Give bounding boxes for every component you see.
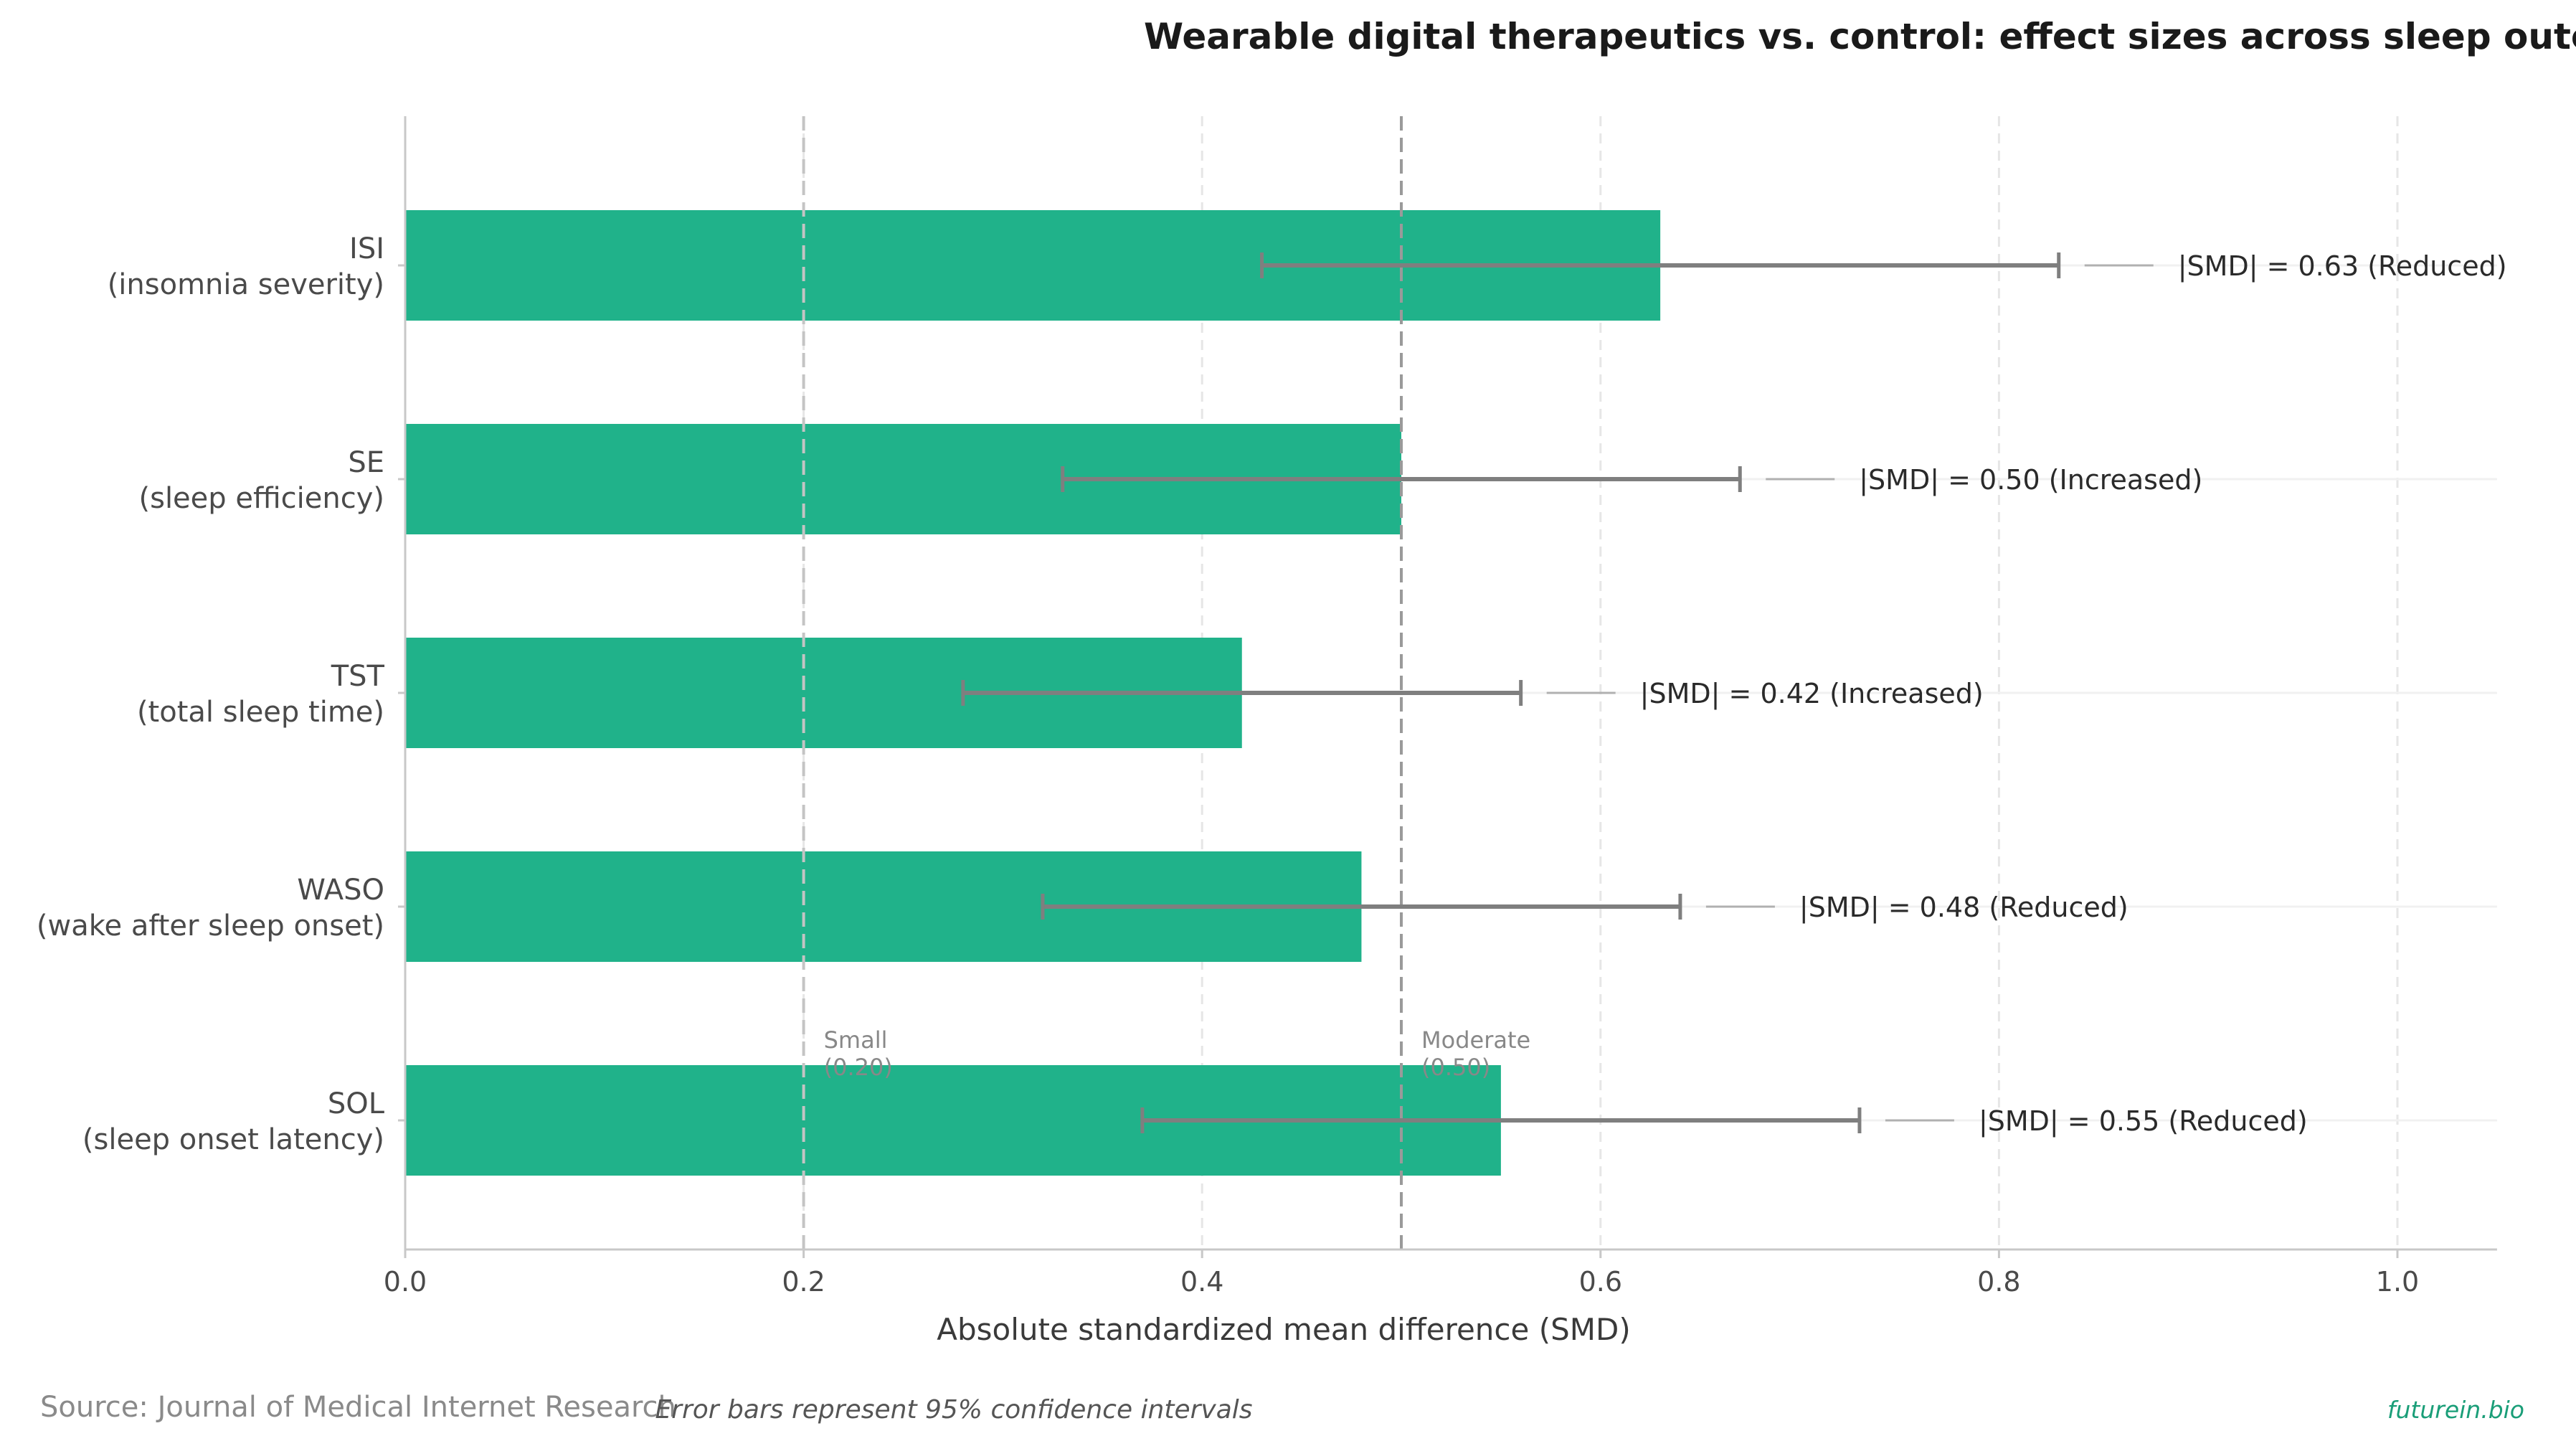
y-tick-sublabel: (sleep efficiency)	[139, 482, 385, 515]
y-tick-label: SE	[348, 446, 384, 479]
x-tick-label: 0.6	[1579, 1266, 1622, 1298]
brand-text: futurein.bio	[2387, 1396, 2524, 1424]
data-label: |SMD| = 0.42 (Increased)	[1640, 678, 1984, 710]
x-tick-label: 0.4	[1180, 1266, 1223, 1298]
x-tick-label: 0.0	[384, 1266, 427, 1298]
axes: 0.0 0.2 0.4 0.6 0.8 1.0	[384, 116, 2497, 1298]
y-tick-label: ISI	[349, 232, 384, 265]
x-axis-label: Absolute standardized mean difference (S…	[937, 1312, 1630, 1347]
labels: |SMD| = 0.63 (Reduced) |SMD| = 0.50 (Incr…	[37, 232, 2507, 1156]
reference-value-0: (0.20)	[824, 1054, 893, 1081]
x-tick-label: 0.2	[782, 1266, 825, 1298]
y-tick-label: SOL	[328, 1087, 385, 1120]
reference-value-1: (0.50)	[1421, 1054, 1490, 1081]
source-text: Source: Journal of Medical Internet Rese…	[40, 1391, 676, 1424]
data-label: |SMD| = 0.63 (Reduced)	[2178, 250, 2507, 283]
y-tick-sublabel: (wake after sleep onset)	[37, 910, 384, 942]
x-tick-label: 1.0	[2376, 1266, 2419, 1298]
y-tick-label: TST	[331, 660, 385, 693]
x-tick-label: 0.8	[1977, 1266, 2020, 1298]
data-label: |SMD| = 0.48 (Reduced)	[1799, 892, 2128, 924]
y-tick-label: WASO	[297, 874, 384, 907]
data-label: |SMD| = 0.55 (Reduced)	[1979, 1105, 2308, 1138]
data-label: |SMD| = 0.50 (Increased)	[1859, 464, 2202, 496]
reference-lines: Small(0.20) Moderate(0.50)	[802, 116, 1530, 1249]
y-tick-sublabel: (insomnia severity)	[108, 268, 384, 301]
reference-label-1: Moderate	[1421, 1026, 1530, 1054]
y-tick-sublabel: (total sleep time)	[137, 696, 384, 729]
y-tick-sublabel: (sleep onset latency)	[82, 1123, 384, 1156]
reference-label-0: Small	[824, 1026, 888, 1054]
chart-title: Wearable digital therapeutics vs. contro…	[1144, 16, 2576, 57]
error-bars	[961, 252, 2154, 1133]
footnote-text: Error bars represent 95% confidence inte…	[655, 1395, 1252, 1425]
